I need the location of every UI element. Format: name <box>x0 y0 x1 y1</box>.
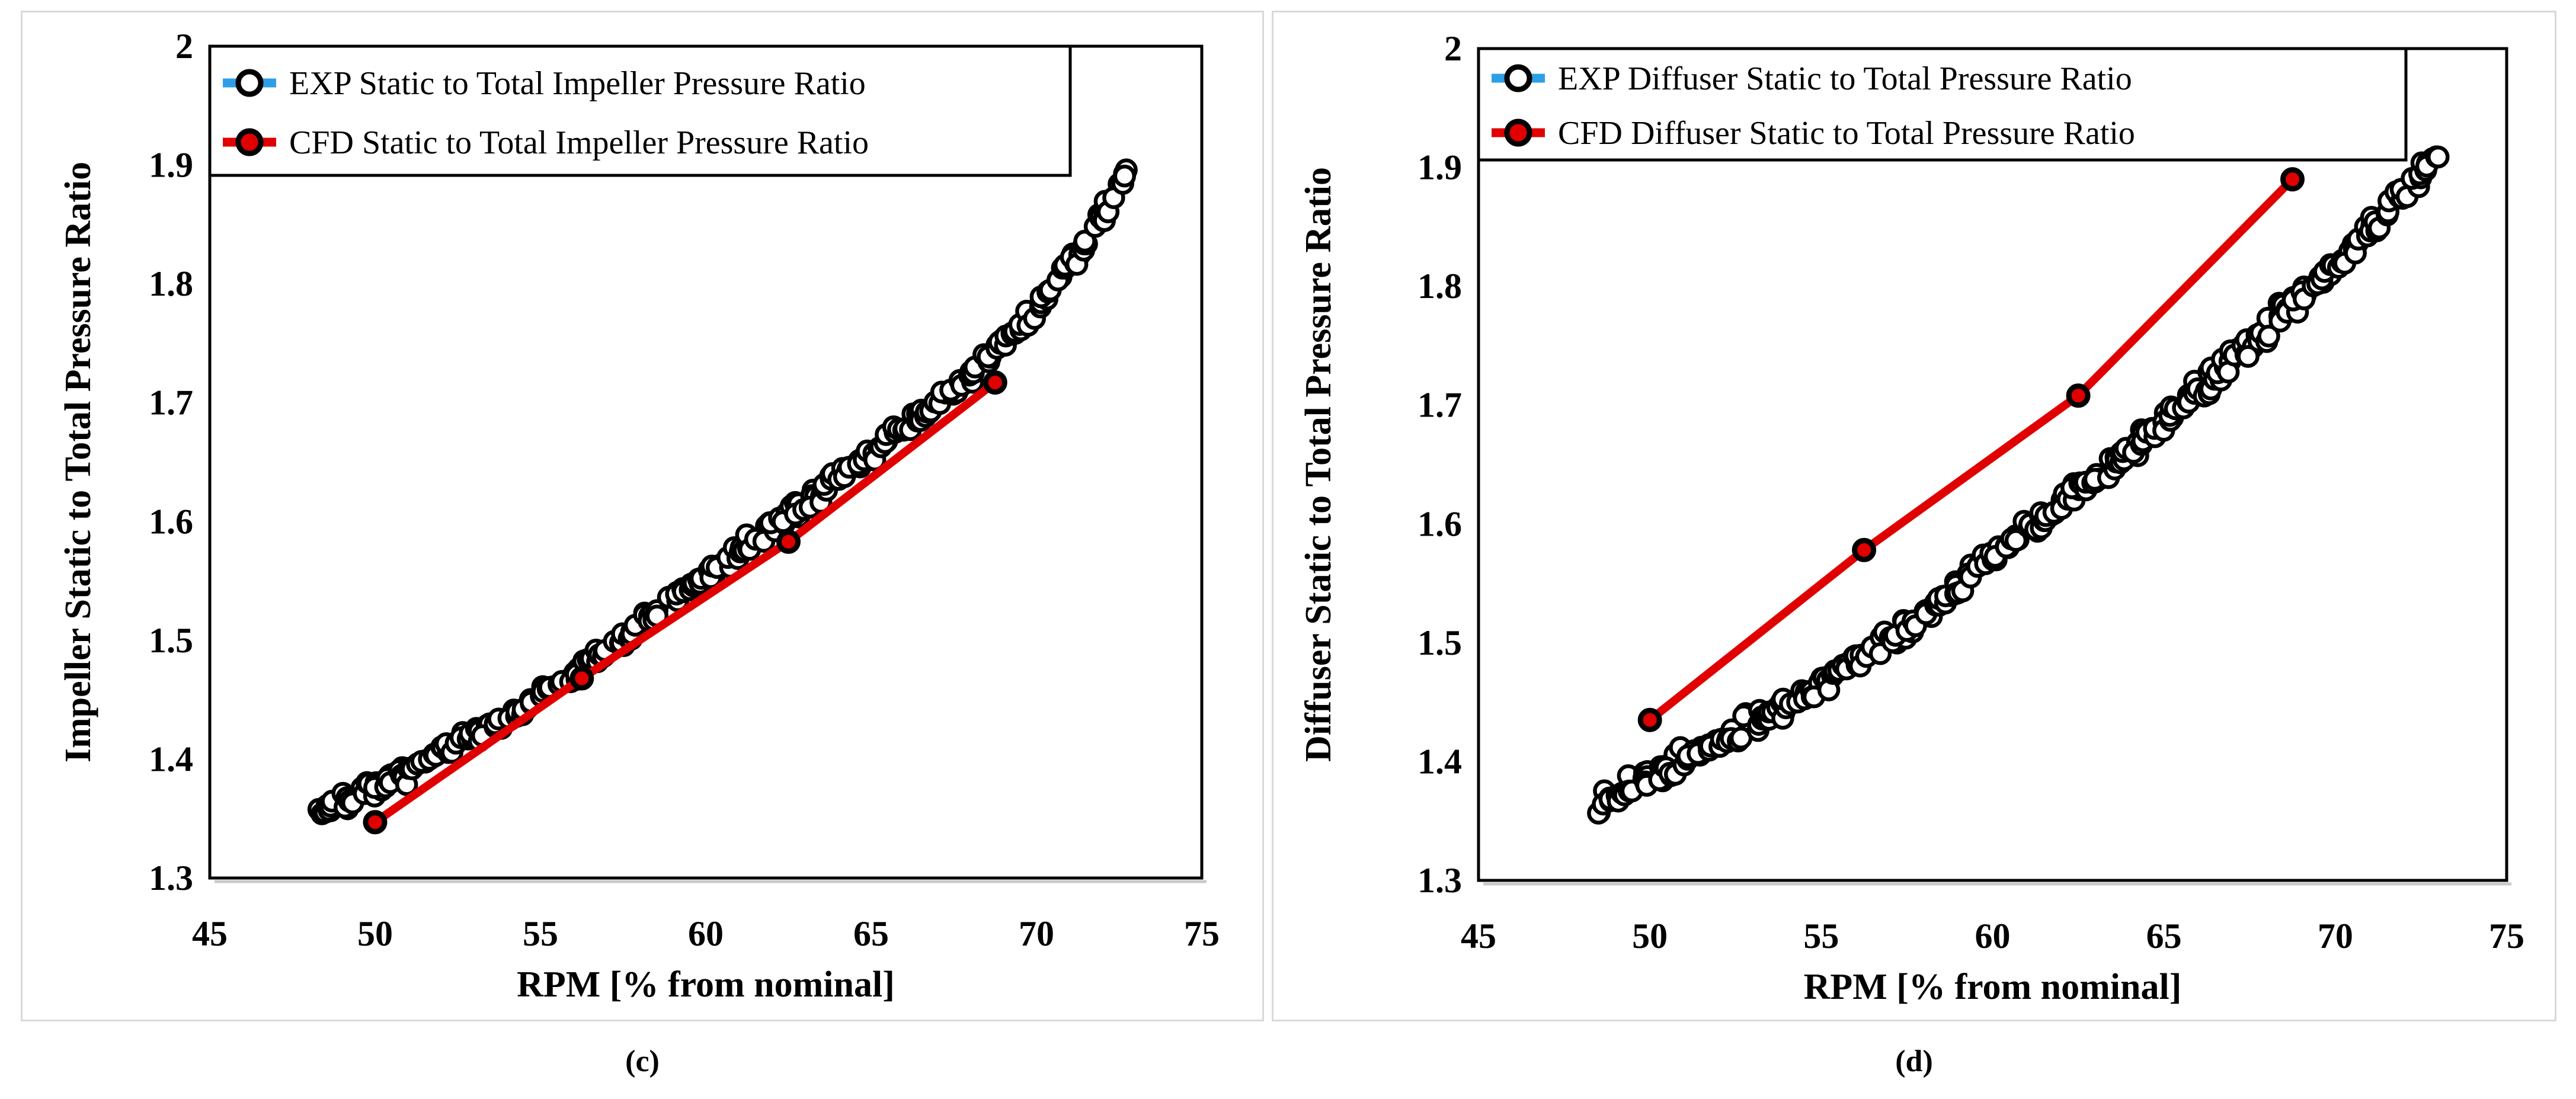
cfd-point <box>2066 383 2091 408</box>
x-axis-title: RPM [% from nominal] <box>517 965 895 1005</box>
legend-box <box>1477 47 2408 162</box>
y-tick-label: 1.5 <box>149 621 193 660</box>
y-tick-label: 1.6 <box>1417 504 1462 543</box>
exp-series <box>307 158 1138 825</box>
legend-entry-label: EXP Static to Total Impeller Pressure Ra… <box>289 65 866 102</box>
x-axis-title: RPM [% from nominal] <box>1804 967 2182 1007</box>
x-tick-label: 70 <box>2318 917 2353 956</box>
y-tick-label: 1.5 <box>1417 623 1462 662</box>
legend-entry-label: CFD Static to Total Impeller Pressure Ra… <box>289 124 869 161</box>
diffuser-pressure-ratio-chart: 1.3 1.4 1.5 1.6 1.7 1.8 1.9 2 45 50 55 60 65 70 75 RPM … <box>1298 29 2524 1007</box>
caption-d: (d) <box>1895 1044 1933 1078</box>
y-tick-label: 2 <box>1444 29 1462 68</box>
y-tick-label: 1.7 <box>149 383 193 422</box>
cfd-point <box>776 529 801 554</box>
legend-box <box>208 44 1072 177</box>
y-tick-label: 1.8 <box>1417 267 1462 306</box>
exp-point <box>2004 529 2028 552</box>
legend-entry-label: CFD Diffuser Static to Total Pressure Ra… <box>1558 115 2135 152</box>
exp-point <box>2427 145 2450 169</box>
y-axis-tick-labels: 1.3 1.4 1.5 1.6 1.7 1.8 1.9 2 <box>149 27 193 898</box>
x-tick-label: 70 <box>1019 914 1054 953</box>
x-tick-label: 55 <box>523 914 558 953</box>
exp-point <box>2257 325 2280 348</box>
y-tick-label: 1.6 <box>149 502 193 541</box>
y-tick-label: 1.8 <box>149 264 193 303</box>
cfd-point <box>2280 167 2305 192</box>
cfd-legend-marker-icon <box>235 128 264 156</box>
y-tick-label: 1.4 <box>1417 742 1462 781</box>
y-axis-tick-labels: 1.3 1.4 1.5 1.6 1.7 1.8 1.9 2 <box>1417 29 1462 900</box>
x-tick-label: 45 <box>1461 917 1496 956</box>
exp-point <box>2236 345 2260 368</box>
legend: EXP Static to Total Impeller Pressure Ra… <box>208 44 1072 177</box>
cfd-point <box>1852 537 1877 562</box>
plot-frame <box>1477 47 2508 882</box>
cfd-series <box>1637 167 2305 732</box>
cfd-series <box>363 370 1007 835</box>
cfd-line <box>373 379 998 826</box>
cfd-point <box>363 810 388 835</box>
x-axis-tick-labels: 45 50 55 60 65 70 75 <box>1461 917 2524 956</box>
x-tick-label: 60 <box>1975 917 2011 956</box>
cfd-legend-marker-icon <box>1504 118 1532 147</box>
y-tick-label: 1.3 <box>149 858 193 898</box>
impeller-pressure-ratio-chart: 1.3 1.4 1.5 1.6 1.7 1.8 1.9 2 45 50 55 60 65 70 75 RPM … <box>58 27 1220 1005</box>
exp-legend-marker-icon <box>235 69 264 97</box>
cfd-point <box>983 370 1007 395</box>
x-tick-label: 75 <box>1184 914 1220 953</box>
x-tick-label: 65 <box>853 914 889 953</box>
exp-legend-marker-icon <box>1504 64 1532 92</box>
chart-panel-c: 1.3 1.4 1.5 1.6 1.7 1.8 1.9 2 45 50 55 60 65 70 75 RPM … <box>21 11 1264 1021</box>
legend-entry-label: EXP Diffuser Static to Total Pressure Ra… <box>1558 60 2132 97</box>
y-axis-title: Diffuser Static to Total Pressure Ratio <box>1298 167 1339 762</box>
cfd-point <box>1637 707 1662 732</box>
exp-series <box>1587 145 2450 825</box>
y-axis-title: Impeller Static to Total Pressure Ratio <box>58 162 98 762</box>
x-tick-label: 45 <box>192 914 228 953</box>
y-tick-label: 2 <box>175 27 193 66</box>
x-tick-label: 50 <box>1632 917 1668 956</box>
y-tick-label: 1.7 <box>1417 386 1462 425</box>
x-tick-label: 75 <box>2489 917 2524 956</box>
exp-point <box>1113 164 1137 188</box>
y-tick-label: 1.3 <box>1417 861 1462 900</box>
caption-c: (c) <box>625 1044 660 1078</box>
x-tick-label: 60 <box>688 914 724 953</box>
y-tick-label: 1.9 <box>1417 148 1462 187</box>
cfd-line <box>1647 176 2296 723</box>
x-tick-label: 65 <box>2146 917 2182 956</box>
cfd-point <box>569 666 594 691</box>
chart-panel-d: 1.3 1.4 1.5 1.6 1.7 1.8 1.9 2 45 50 55 60 65 70 75 RPM … <box>1272 11 2556 1021</box>
x-tick-label: 55 <box>1803 917 1839 956</box>
y-tick-label: 1.9 <box>149 146 193 185</box>
y-tick-label: 1.4 <box>149 739 193 778</box>
legend: EXP Diffuser Static to Total Pressure Ra… <box>1477 47 2408 162</box>
x-tick-label: 50 <box>357 914 393 953</box>
x-axis-tick-labels: 45 50 55 60 65 70 75 <box>192 914 1220 953</box>
